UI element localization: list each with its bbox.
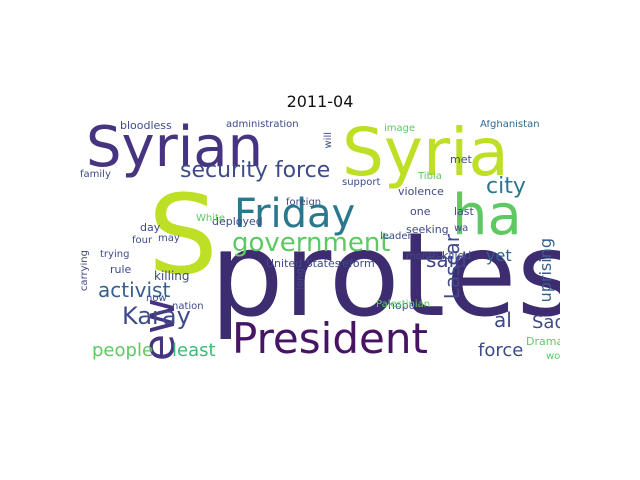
cloud-word: one [410, 205, 431, 218]
cloud-word: security force [180, 158, 331, 183]
cloud-word: may [158, 233, 180, 244]
cloud-word: long [295, 268, 306, 290]
cloud-word: four [132, 235, 153, 246]
cloud-word: killed [442, 249, 472, 262]
cloud-word: met [450, 153, 472, 166]
cloud-word: now [146, 293, 167, 304]
cloud-word: will [323, 132, 334, 149]
cloud-word: President [232, 314, 428, 360]
cloud-word: month [406, 251, 439, 262]
cloud-word: nation [172, 301, 204, 312]
cloud-word: al [494, 308, 512, 332]
cloud-word: carrying [80, 250, 90, 292]
cloud-word: Afghanistan [480, 120, 540, 130]
cloud-word: yet [486, 246, 512, 265]
cloud-word: protest [210, 208, 560, 343]
cloud-word: said [426, 248, 467, 272]
cloud-word: rule [110, 263, 132, 276]
cloud-word: violence [398, 185, 444, 198]
cloud-word: least [172, 340, 216, 360]
cloud-word: last [454, 205, 474, 218]
cloud-word: Drama [526, 335, 560, 348]
cloud-word: government [232, 228, 391, 258]
cloud-word: administration [226, 120, 299, 130]
cloud-word: reform [338, 257, 375, 270]
cloud-word: uprising [536, 238, 555, 303]
cloud-word: S [148, 171, 218, 299]
cloud-word: leader [380, 231, 412, 242]
cloud-word: United States [266, 257, 341, 270]
cloud-word: city [486, 174, 526, 199]
cloud-word: work [546, 351, 560, 361]
cloud-word: Palestinian [376, 299, 431, 310]
cloud-word: bloodless [120, 120, 172, 132]
cloud-word: trying [100, 249, 130, 260]
cloud-word: day [140, 221, 161, 234]
cloud-word: family [80, 169, 111, 180]
cloud-word: Tibia [418, 171, 442, 182]
cloud-word: force [478, 340, 524, 360]
cloud-word: Syria [342, 120, 509, 191]
cloud-word: foreign [286, 197, 322, 208]
cloud-word: Karay [122, 302, 191, 330]
cloud-word: Sad [532, 312, 560, 333]
word-cloud: protestSyriaSyrianSFridayPresidenthanewg… [80, 120, 560, 360]
cloud-word: deployed [212, 215, 263, 228]
cloud-word: image [384, 123, 416, 134]
figure-title: 2011-04 [286, 92, 354, 111]
cloud-word: Friday [234, 191, 356, 237]
cloud-word: seeking [406, 223, 449, 236]
cloud-word: support [342, 177, 381, 188]
cloud-word: activist [98, 278, 171, 302]
cloud-word: hope [388, 299, 416, 312]
cloud-word: Syrian [86, 120, 264, 180]
cloud-word: killing [154, 269, 190, 283]
cloud-word: ha [452, 183, 522, 248]
cloud-word: wa [454, 223, 469, 234]
cloud-word: people [92, 340, 154, 360]
cloud-word: White [196, 213, 226, 224]
